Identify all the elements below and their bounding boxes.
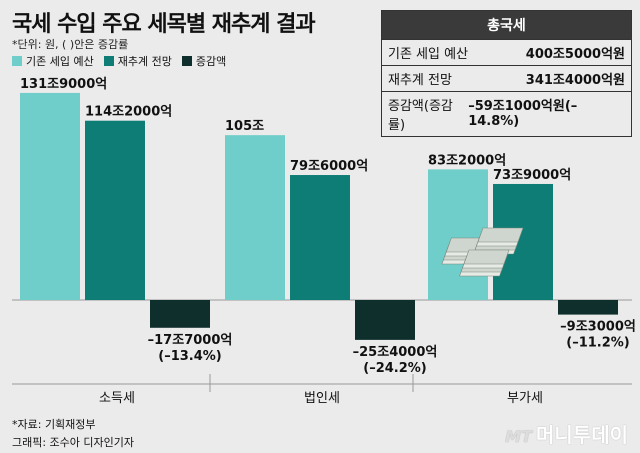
totals-row: 증감액(증감률) –59조1000억원(–14.8%)	[382, 91, 631, 136]
data-label: 73조9000억	[493, 168, 571, 183]
percent-label: (–24.2%)	[363, 361, 426, 376]
data-label: 83조2000억	[428, 153, 506, 168]
data-label: 105조	[225, 119, 264, 134]
data-label: –25조4000억	[353, 345, 438, 360]
credit-note: 그래픽: 조수아 디자인기자	[12, 436, 135, 449]
totals-row-value: –59조1000억원(–14.8%)	[468, 99, 578, 129]
unit-note: *단위: 원, ( )안은 증감률	[12, 38, 129, 51]
legend-swatch-change	[181, 56, 192, 66]
bar-forecast	[85, 120, 145, 301]
bar-budget	[225, 135, 285, 300]
totals-header: 총국세	[382, 11, 631, 39]
legend-swatch-forecast	[103, 56, 114, 66]
bar-change	[150, 300, 210, 328]
data-label: 79조6000억	[290, 159, 368, 174]
legend-label-budget: 기존 세입 예산	[26, 55, 94, 68]
legend-swatch-budget	[12, 56, 22, 66]
bar-budget	[20, 92, 80, 301]
data-label: 131조9000억	[20, 77, 107, 92]
money-stack-icon	[477, 227, 524, 243]
totals-row-label: 증감액(증감률)	[388, 99, 453, 133]
totals-row-label: 기존 세입 예산	[388, 47, 469, 62]
bar-forecast	[290, 175, 350, 300]
category-label: 법인세	[304, 391, 340, 406]
legend-item-change: 증감액	[181, 53, 227, 69]
totals-row-label: 재추계 전망	[388, 73, 452, 88]
data-label: –9조3000억	[560, 320, 636, 335]
brand-prefix: MT	[505, 427, 532, 446]
bar-change	[355, 300, 415, 340]
brand-name: 머니투데이	[536, 423, 628, 447]
percent-label: (–11.2%)	[566, 336, 629, 351]
data-label: 114조2000억	[85, 105, 172, 120]
totals-row: 기존 세입 예산 400조5000억원	[382, 39, 631, 65]
bar-change	[558, 300, 618, 315]
legend-item-forecast: 재추계 전망	[103, 53, 172, 69]
totals-row: 재추계 전망 341조4000억원	[382, 65, 631, 91]
brand-logo: MT 머니투데이	[505, 419, 628, 448]
data-label: –17조7000억	[148, 333, 233, 348]
chart-title: 국세 수입 주요 세목별 재추계 결과	[12, 12, 316, 37]
legend: 기존 세입 예산 재추계 전망 증감액	[12, 53, 226, 69]
totals-table: 총국세 기존 세입 예산 400조5000억원 재추계 전망 341조4000억…	[381, 10, 632, 137]
category-label: 소득세	[99, 391, 135, 406]
category-label: 부가세	[507, 391, 543, 406]
totals-row-value: 400조5000억원	[525, 47, 625, 62]
percent-label: (–13.4%)	[158, 349, 221, 364]
money-stack-icon	[463, 249, 510, 265]
legend-item-budget: 기존 세입 예산	[12, 53, 94, 69]
bar-budget	[428, 169, 488, 300]
totals-row-value: 341조4000억원	[525, 73, 625, 88]
legend-label-forecast: 재추계 전망	[117, 55, 172, 68]
source-note: *자료: 기획재정부	[12, 418, 96, 431]
legend-label-change: 증감액	[195, 55, 227, 68]
